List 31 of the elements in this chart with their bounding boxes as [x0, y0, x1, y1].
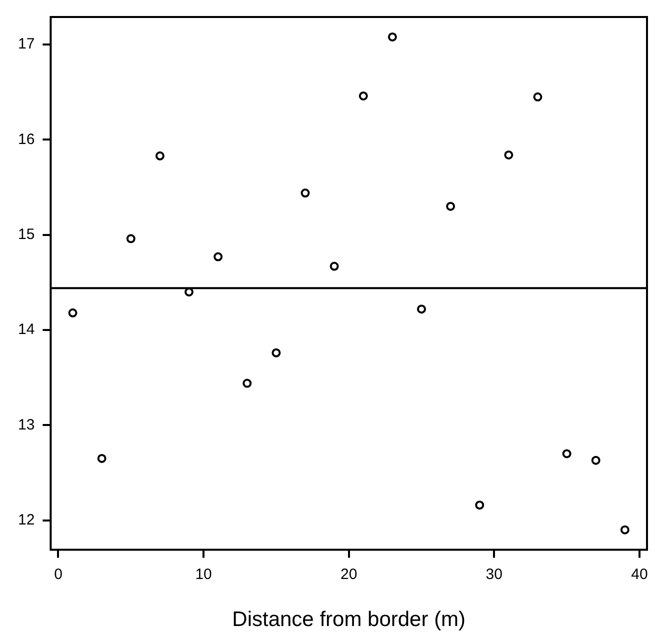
point: [300, 188, 310, 198]
y-tick-label: 16: [18, 130, 35, 148]
point: [475, 500, 484, 510]
point: [242, 378, 252, 388]
point: [446, 202, 456, 211]
point: [591, 456, 600, 465]
point: [214, 252, 223, 262]
y-tick-label: 14: [18, 321, 35, 338]
y-tick-label: 15: [18, 226, 35, 244]
point: [562, 449, 572, 458]
x-tick-label: 10: [195, 566, 212, 583]
point: [126, 234, 136, 244]
point: [533, 92, 542, 102]
point: [97, 454, 106, 463]
point: [330, 262, 339, 271]
point: [416, 304, 426, 314]
x-axis-title: Distance from border (m): [232, 608, 466, 632]
point: [504, 150, 514, 160]
point: [388, 32, 397, 42]
y-tick-label: 17: [18, 36, 35, 53]
point: [620, 525, 630, 534]
x-tick-label: 30: [486, 566, 502, 583]
y-tick-label: 13: [18, 416, 35, 434]
y-tick-label: 12: [18, 511, 35, 528]
point: [358, 91, 368, 100]
x-tick-label: 20: [340, 566, 358, 583]
point: [68, 308, 78, 318]
x-tick-label: 0: [54, 566, 62, 583]
point: [272, 348, 281, 358]
x-tick-label: 40: [631, 566, 648, 583]
point: [155, 151, 164, 160]
